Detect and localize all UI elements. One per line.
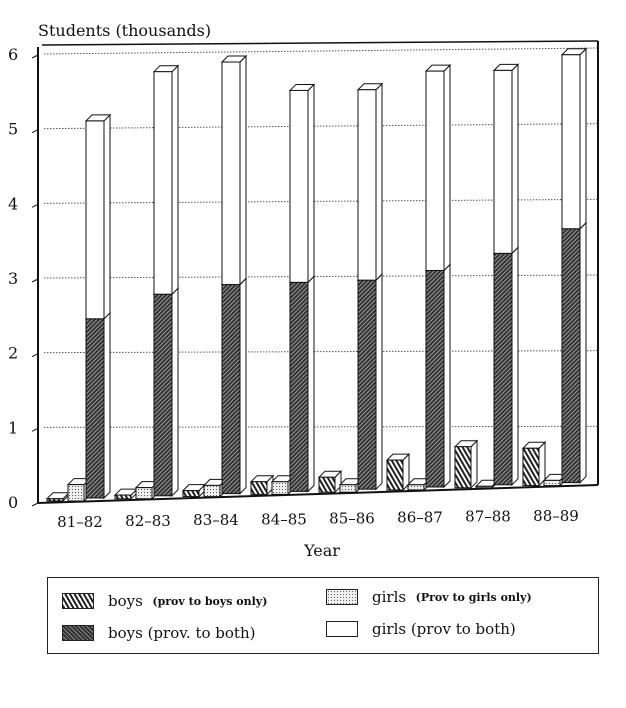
- bar-boys-both: [220, 277, 248, 495]
- gridline: [43, 123, 599, 130]
- y-tick-label: 0: [8, 493, 18, 512]
- x-tick-label: 81–82: [57, 513, 103, 531]
- x-tick-label: 82–83: [125, 512, 171, 530]
- y-tick: [31, 278, 39, 283]
- y-tick-label: 5: [8, 120, 18, 139]
- bar-girls-both: [424, 63, 452, 272]
- legend-item-girls-only: girls (Prov to girls only): [326, 588, 532, 606]
- y-tick: [31, 203, 39, 208]
- legend: boys (prov to boys only) boys (prov. to …: [47, 577, 599, 654]
- y-tick: [31, 129, 39, 134]
- y-tick-label: 6: [8, 45, 18, 64]
- legend-label: boys: [108, 592, 143, 610]
- legend-item-girls-both: girls (prov to both): [326, 620, 516, 638]
- x-tick-label: 88–89: [533, 507, 579, 525]
- x-tick-label: 87–88: [465, 508, 511, 526]
- x-tick-label: 83–84: [193, 511, 239, 529]
- y-tick-label: 4: [8, 194, 18, 213]
- gridline: [43, 350, 599, 354]
- x-axis-label: Year: [303, 541, 340, 560]
- bar-boys-both: [152, 286, 180, 498]
- bar-boys-only: [181, 483, 207, 498]
- gridline: [43, 198, 599, 204]
- legend-swatch: [326, 589, 358, 605]
- bar-boys-only: [45, 491, 71, 503]
- bar-boys-both: [356, 272, 384, 491]
- bar-girls-both: [152, 64, 180, 296]
- x-axis: [37, 484, 599, 504]
- bar-boys-only: [385, 452, 411, 492]
- y-tick: [31, 54, 39, 59]
- y-axis-label: Students (thousands): [38, 21, 211, 40]
- bar-girls-both: [288, 83, 316, 284]
- x-tick-label: 86–87: [397, 509, 443, 527]
- y-tick-label: 2: [8, 344, 18, 363]
- y-tick: [31, 502, 39, 507]
- y-tick-label: 1: [8, 418, 18, 437]
- y-tick-label: 3: [8, 269, 18, 288]
- legend-note: (prov to boys only): [152, 594, 268, 608]
- bar-boys-both: [84, 311, 112, 500]
- legend-swatch: [326, 621, 358, 637]
- legend-label: girls: [372, 588, 407, 606]
- y-tick: [31, 427, 39, 432]
- bar-boys-both: [560, 221, 588, 484]
- bar-boys-only: [113, 487, 139, 501]
- x-tick-label: 85–86: [329, 509, 375, 527]
- gridline: [43, 47, 599, 55]
- legend-label: girls (prov to both): [372, 620, 516, 638]
- bar-girls-both: [220, 54, 248, 286]
- bar-chart: Students (thousands) Year 0 1 2 3 4 5 6 81–82 82…: [8, 21, 599, 560]
- bar-boys-only: [317, 470, 343, 494]
- legend-note: (Prov to girls only): [415, 590, 532, 604]
- bar-girls-both: [356, 82, 384, 282]
- bar-girls-both: [492, 63, 520, 255]
- bar-girls-both: [560, 47, 588, 230]
- bar-boys-only: [249, 474, 275, 496]
- gridline: [43, 274, 599, 279]
- top-frame: [41, 40, 599, 46]
- legend-label: boys (prov. to both): [108, 624, 256, 642]
- y-tick: [31, 353, 39, 358]
- bar-boys-only: [521, 441, 547, 487]
- bar-boys-both: [424, 263, 452, 489]
- bar-boys-both: [492, 246, 520, 487]
- bar-boys-both: [288, 275, 316, 493]
- legend-swatch: [62, 625, 94, 641]
- gridline: [43, 425, 599, 428]
- x-tick-label: 84–85: [261, 510, 307, 528]
- legend-item-boys-only: boys (prov to boys only): [62, 592, 267, 610]
- legend-swatch: [62, 593, 94, 609]
- bar-boys-only: [453, 439, 479, 490]
- bar-girls-both: [84, 113, 112, 321]
- legend-item-boys-both: boys (prov. to both): [62, 624, 255, 642]
